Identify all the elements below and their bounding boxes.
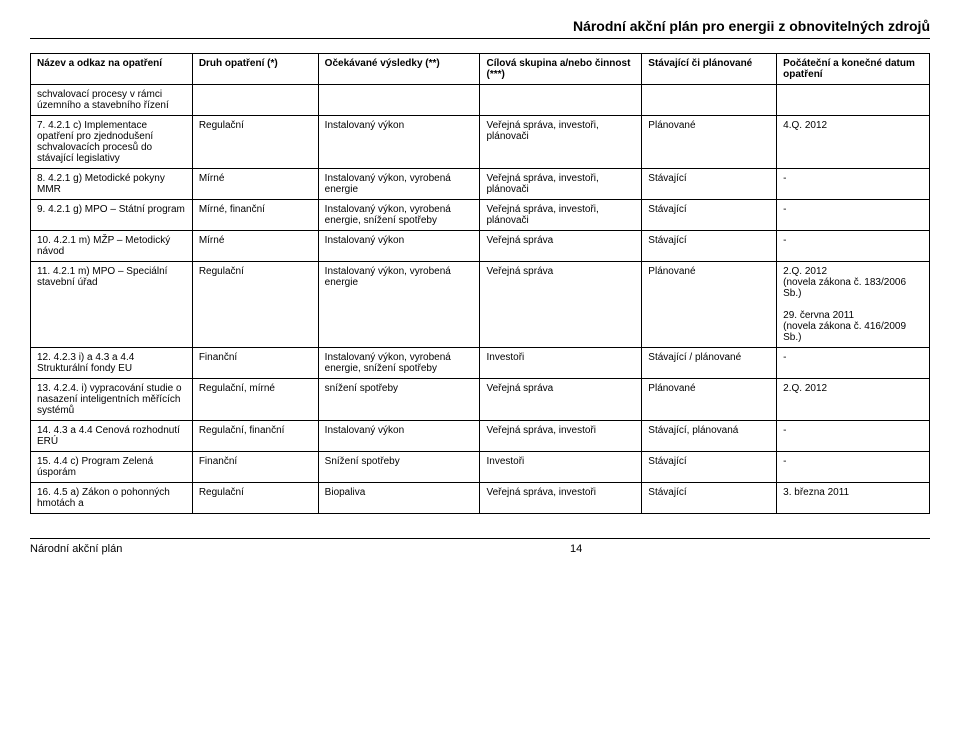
table-cell: Mírné, finanční (192, 200, 318, 231)
col-header: Počáteční a konečné datum opatření (777, 54, 930, 85)
table-cell: Investoři (480, 452, 642, 483)
page: Národní akční plán pro energii z obnovit… (0, 0, 960, 565)
table-row: 15. 4.4 c) Program Zelená úsporámFinančn… (31, 452, 930, 483)
table-cell: Investoři (480, 348, 642, 379)
table-cell: 4.Q. 2012 (777, 116, 930, 169)
table-cell: - (777, 231, 930, 262)
col-header: Druh opatření (*) (192, 54, 318, 85)
table-cell: Instalovaný výkon (318, 231, 480, 262)
table-cell: Instalovaný výkon (318, 116, 480, 169)
col-header: Očekávané výsledky (**) (318, 54, 480, 85)
table-cell: Stávající (642, 169, 777, 200)
table-cell: Instalovaný výkon, vyrobená energie (318, 169, 480, 200)
table-cell: Plánované (642, 116, 777, 169)
table-cell: Veřejná správa, investoři (480, 421, 642, 452)
table-row: 8. 4.2.1 g) Metodické pokyny MMRMírnéIns… (31, 169, 930, 200)
table-row: 11. 4.2.1 m) MPO – Speciální stavební úř… (31, 262, 930, 348)
table-row: 16. 4.5 a) Zákon o pohonných hmotách aRe… (31, 483, 930, 514)
table-cell: Stávající, plánovaná (642, 421, 777, 452)
table-cell: schvalovací procesy v rámci územního a s… (31, 85, 193, 116)
table-row: 10. 4.2.1 m) MŽP – Metodický návodMírnéI… (31, 231, 930, 262)
table-cell (480, 85, 642, 116)
table-head: Název a odkaz na opatření Druh opatření … (31, 54, 930, 85)
table-cell: Regulační (192, 483, 318, 514)
table-cell: Instalovaný výkon, vyrobená energie (318, 262, 480, 348)
table-cell (642, 85, 777, 116)
table-cell: Mírné (192, 231, 318, 262)
table-cell: Instalovaný výkon, vyrobená energie, sní… (318, 348, 480, 379)
table-cell: Finanční (192, 452, 318, 483)
table-cell: Regulační (192, 116, 318, 169)
table-cell: - (777, 200, 930, 231)
table-cell: 11. 4.2.1 m) MPO – Speciální stavební úř… (31, 262, 193, 348)
table-cell: Veřejná správa, investoři, plánovači (480, 116, 642, 169)
header-rule (30, 38, 930, 39)
table-cell: Finanční (192, 348, 318, 379)
table-row: 9. 4.2.1 g) MPO – Státní programMírné, f… (31, 200, 930, 231)
table-cell: 9. 4.2.1 g) MPO – Státní program (31, 200, 193, 231)
table-cell: Instalovaný výkon, vyrobená energie, sní… (318, 200, 480, 231)
table-cell: Regulační, finanční (192, 421, 318, 452)
table-cell: 13. 4.2.4. i) vypracování studie o nasaz… (31, 379, 193, 421)
table-cell: Plánované (642, 379, 777, 421)
table-cell: Plánované (642, 262, 777, 348)
footer-left: Národní akční plán (30, 543, 122, 555)
table-cell: - (777, 421, 930, 452)
col-header: Stávající či plánované (642, 54, 777, 85)
table-cell: 7. 4.2.1 c) Implementace opatření pro zj… (31, 116, 193, 169)
table-row: 14. 4.3 a 4.4 Cenová rozhodnutí ERÚRegul… (31, 421, 930, 452)
table-cell: Veřejná správa (480, 231, 642, 262)
table-cell: Stávající / plánované (642, 348, 777, 379)
table-cell: Stávající (642, 231, 777, 262)
table-cell: Veřejná správa, investoři, plánovači (480, 200, 642, 231)
table-cell: - (777, 348, 930, 379)
measures-table: Název a odkaz na opatření Druh opatření … (30, 53, 930, 514)
table-row: schvalovací procesy v rámci územního a s… (31, 85, 930, 116)
table-cell: 15. 4.4 c) Program Zelená úsporám (31, 452, 193, 483)
table-cell: Veřejná správa, investoři (480, 483, 642, 514)
table-cell: 2.Q. 2012 (777, 379, 930, 421)
table-body: schvalovací procesy v rámci územního a s… (31, 85, 930, 514)
table-cell: 3. března 2011 (777, 483, 930, 514)
table-cell (777, 85, 930, 116)
table-cell: Stávající (642, 452, 777, 483)
table-cell: Veřejná správa (480, 379, 642, 421)
footer-page-number: 14 (570, 543, 582, 555)
table-cell: 8. 4.2.1 g) Metodické pokyny MMR (31, 169, 193, 200)
table-cell: 2.Q. 2012(novela zákona č. 183/2006 Sb.)… (777, 262, 930, 348)
header-title: Národní akční plán pro energii z obnovit… (30, 18, 930, 38)
col-header: Název a odkaz na opatření (31, 54, 193, 85)
table-cell: Instalovaný výkon (318, 421, 480, 452)
table-cell (192, 85, 318, 116)
footer: Národní akční plán 14 (30, 538, 930, 555)
table-cell: Snížení spotřeby (318, 452, 480, 483)
table-row: 12. 4.2.3 i) a 4.3 a 4.4 Strukturální fo… (31, 348, 930, 379)
table-row: 7. 4.2.1 c) Implementace opatření pro zj… (31, 116, 930, 169)
col-header: Cílová skupina a/nebo činnost (***) (480, 54, 642, 85)
table-cell: Regulační, mírné (192, 379, 318, 421)
table-cell: Stávající (642, 200, 777, 231)
table-cell: snížení spotřeby (318, 379, 480, 421)
table-cell: Biopaliva (318, 483, 480, 514)
table-cell: Veřejná správa, investoři, plánovači (480, 169, 642, 200)
table-cell: Stávající (642, 483, 777, 514)
table-cell: 12. 4.2.3 i) a 4.3 a 4.4 Strukturální fo… (31, 348, 193, 379)
table-header-row: Název a odkaz na opatření Druh opatření … (31, 54, 930, 85)
table-cell: Veřejná správa (480, 262, 642, 348)
table-cell: 10. 4.2.1 m) MŽP – Metodický návod (31, 231, 193, 262)
table-cell: 14. 4.3 a 4.4 Cenová rozhodnutí ERÚ (31, 421, 193, 452)
table-cell (318, 85, 480, 116)
table-cell: Regulační (192, 262, 318, 348)
table-cell: Mírné (192, 169, 318, 200)
table-cell: - (777, 452, 930, 483)
table-cell: 16. 4.5 a) Zákon o pohonných hmotách a (31, 483, 193, 514)
table-row: 13. 4.2.4. i) vypracování studie o nasaz… (31, 379, 930, 421)
table-cell: - (777, 169, 930, 200)
